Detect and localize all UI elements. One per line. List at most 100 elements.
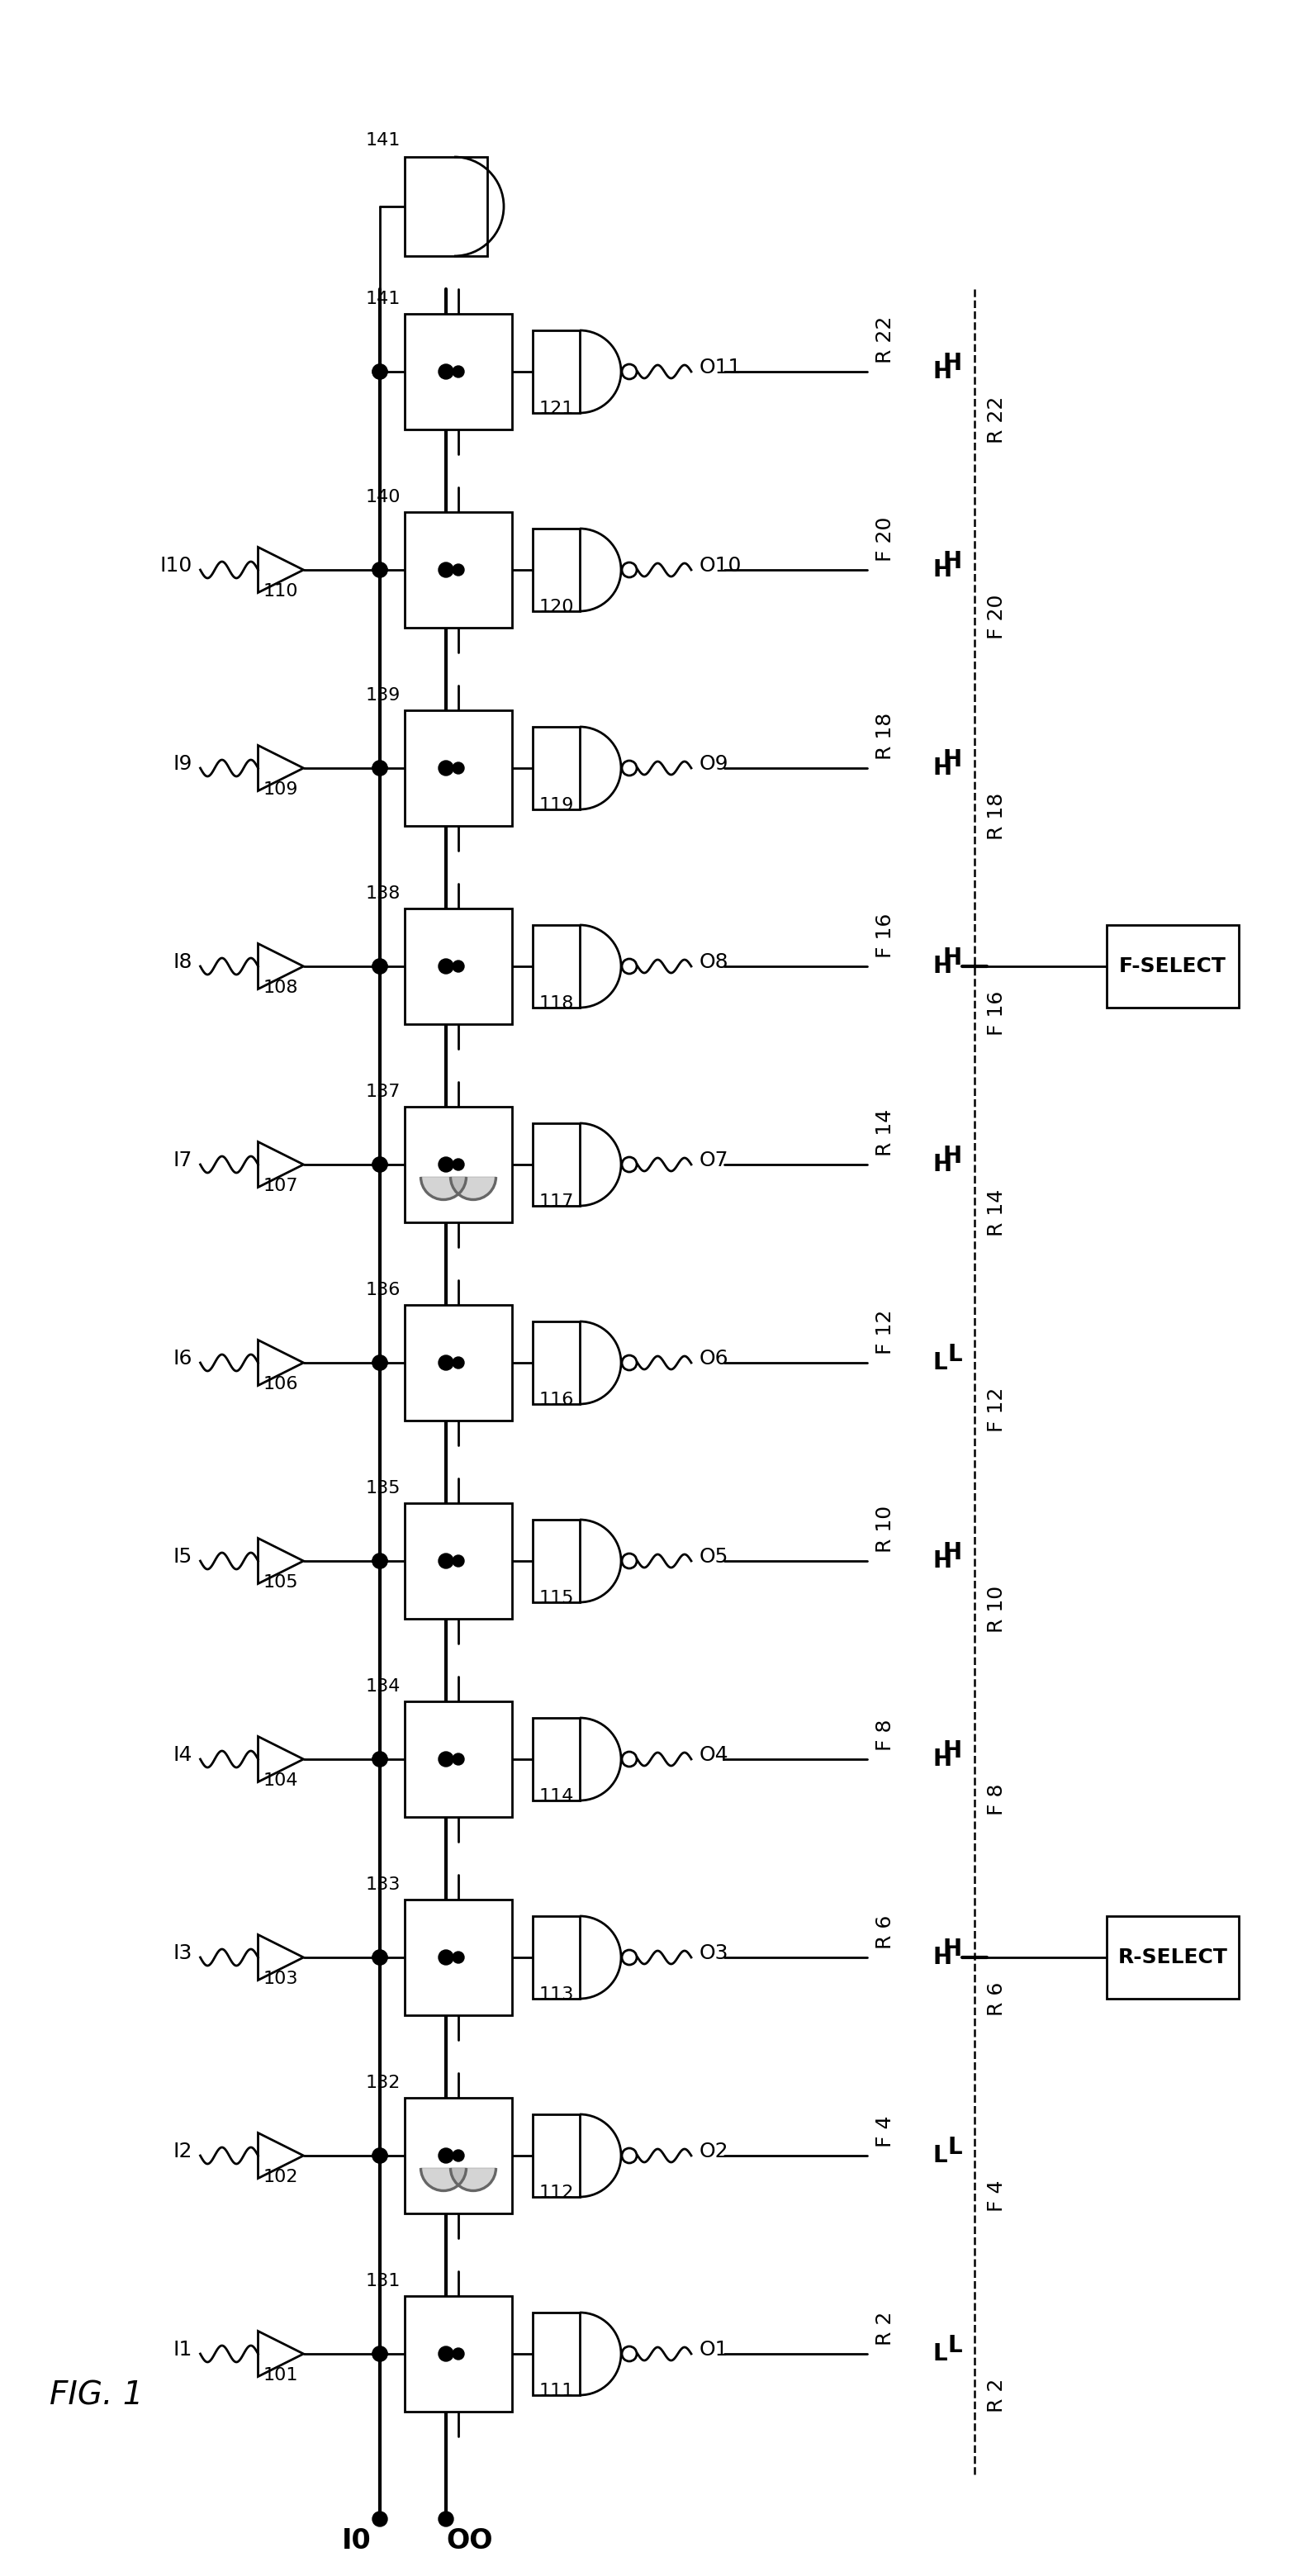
- Text: R-SELECT: R-SELECT: [1118, 1947, 1228, 1968]
- Text: H: H: [933, 1747, 952, 1770]
- Text: H: H: [943, 1739, 962, 1762]
- Text: OO: OO: [446, 2527, 493, 2555]
- Text: L: L: [933, 2342, 948, 2365]
- Text: 137: 137: [365, 1084, 400, 1100]
- Bar: [533, 726, 579, 809]
- Text: I5: I5: [173, 1548, 192, 1566]
- Circle shape: [439, 363, 453, 379]
- Text: O10: O10: [699, 556, 742, 574]
- Text: R 10: R 10: [987, 1587, 1006, 1633]
- Text: O4: O4: [699, 1744, 729, 1765]
- Text: 120: 120: [539, 598, 574, 616]
- Text: R 14: R 14: [987, 1190, 1006, 1236]
- Text: I9: I9: [173, 755, 192, 773]
- Text: O8: O8: [699, 953, 729, 971]
- Text: I8: I8: [173, 953, 192, 971]
- Circle shape: [373, 958, 387, 974]
- Circle shape: [373, 562, 387, 577]
- Circle shape: [453, 1159, 464, 1170]
- Circle shape: [453, 1556, 464, 1566]
- Text: R 18: R 18: [987, 793, 1006, 840]
- Circle shape: [453, 366, 464, 379]
- Text: F-SELECT: F-SELECT: [1120, 956, 1227, 976]
- Bar: [533, 2313, 579, 2396]
- Bar: [1107, 925, 1238, 1007]
- Circle shape: [439, 760, 453, 775]
- Text: 121: 121: [539, 399, 574, 417]
- Text: 132: 132: [365, 2074, 400, 2092]
- Text: R 22: R 22: [987, 397, 1006, 443]
- Text: 131: 131: [365, 2272, 400, 2290]
- Text: L: L: [948, 2136, 962, 2159]
- Text: R 6: R 6: [987, 1981, 1006, 2017]
- Circle shape: [373, 1157, 387, 1172]
- Bar: [405, 909, 512, 1025]
- Bar: [533, 1123, 579, 1206]
- Text: R 2: R 2: [876, 2311, 895, 2347]
- Text: 133: 133: [365, 1875, 400, 1893]
- Text: 111: 111: [539, 2383, 574, 2398]
- Text: F 16: F 16: [876, 912, 895, 958]
- Circle shape: [453, 564, 464, 574]
- Text: R 6: R 6: [876, 1914, 895, 1950]
- Bar: [405, 2097, 512, 2213]
- Text: 138: 138: [365, 886, 400, 902]
- Text: 114: 114: [539, 1788, 574, 1806]
- Bar: [405, 711, 512, 827]
- Text: H: H: [943, 1144, 962, 1167]
- Circle shape: [373, 363, 387, 379]
- Circle shape: [439, 2347, 453, 2362]
- Bar: [533, 925, 579, 1007]
- Text: 101: 101: [263, 2367, 298, 2383]
- Text: H: H: [943, 945, 962, 969]
- Text: H: H: [933, 1154, 952, 1177]
- Circle shape: [439, 1157, 453, 1172]
- Text: I3: I3: [173, 1942, 192, 1963]
- Text: 118: 118: [539, 994, 574, 1012]
- Text: 141: 141: [365, 291, 400, 307]
- Text: I4: I4: [173, 1744, 192, 1765]
- Text: FIG. 1: FIG. 1: [49, 2380, 143, 2411]
- Text: R 2: R 2: [987, 2378, 1006, 2414]
- Text: R 18: R 18: [876, 714, 895, 760]
- Circle shape: [622, 1752, 637, 1767]
- Text: O3: O3: [699, 1942, 729, 1963]
- Circle shape: [373, 1355, 387, 1370]
- Text: 105: 105: [263, 1574, 298, 1589]
- Circle shape: [622, 1157, 637, 1172]
- Circle shape: [439, 2512, 453, 2527]
- Text: H: H: [943, 1540, 962, 1564]
- Text: R 22: R 22: [876, 317, 895, 363]
- Text: F 12: F 12: [987, 1388, 1006, 1432]
- Text: 102: 102: [263, 2169, 298, 2184]
- Circle shape: [439, 958, 453, 974]
- Circle shape: [453, 961, 464, 971]
- Circle shape: [622, 760, 637, 775]
- Circle shape: [439, 562, 453, 577]
- Text: H: H: [943, 353, 962, 376]
- Text: H: H: [933, 1548, 952, 1571]
- Circle shape: [373, 1157, 387, 1172]
- Text: F 8: F 8: [876, 1718, 895, 1752]
- Bar: [405, 1899, 512, 2014]
- Circle shape: [439, 1752, 453, 1767]
- Text: 108: 108: [263, 979, 298, 997]
- Text: F 8: F 8: [987, 1785, 1006, 1816]
- Text: 109: 109: [263, 781, 298, 799]
- Bar: [533, 1917, 579, 1999]
- Text: I7: I7: [173, 1151, 192, 1170]
- Polygon shape: [421, 2169, 466, 2190]
- Circle shape: [622, 2347, 637, 2362]
- Circle shape: [439, 1553, 453, 1569]
- Text: R 14: R 14: [876, 1110, 895, 1157]
- Circle shape: [453, 2151, 464, 2161]
- Circle shape: [373, 1752, 387, 1767]
- Circle shape: [373, 1553, 387, 1569]
- Text: 116: 116: [539, 1391, 574, 1409]
- Text: O2: O2: [699, 2141, 729, 2161]
- Text: F 4: F 4: [876, 2115, 895, 2148]
- Bar: [405, 1306, 512, 1419]
- Text: 115: 115: [539, 1589, 574, 1607]
- Bar: [1107, 1917, 1238, 1999]
- Text: H: H: [933, 1945, 952, 1968]
